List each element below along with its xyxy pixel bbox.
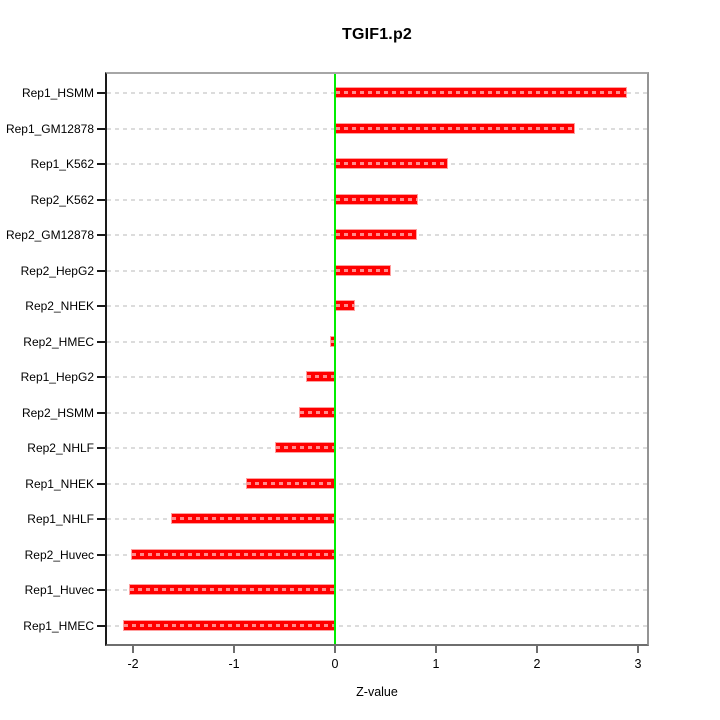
y-tick-label-Rep2_GM12878: Rep2_GM12878 xyxy=(5,228,94,243)
bar-Rep2_NHEK xyxy=(335,300,356,312)
y-tick-label-Rep2_HMEC: Rep2_HMEC xyxy=(23,334,94,349)
gridline xyxy=(107,482,647,485)
y-tick-label-Rep1_GM12878: Rep1_GM12878 xyxy=(5,121,94,136)
y-tick-mark xyxy=(97,589,105,592)
bar-grid-overlay xyxy=(336,91,626,94)
bar-Rep2_HepG2 xyxy=(335,264,391,276)
x-tick-mark xyxy=(334,646,336,653)
x-tick-label--1: -1 xyxy=(228,657,240,671)
bar-grid-overlay xyxy=(247,481,334,485)
bar-Rep2_NHLF xyxy=(275,442,335,454)
y-tick-label-Rep2_NHEK: Rep2_NHEK xyxy=(25,299,94,314)
y-tick-label-Rep1_K562: Rep1_K562 xyxy=(30,157,94,172)
y-tick-mark xyxy=(97,624,105,627)
bar-Rep2_HSMM xyxy=(298,406,335,418)
x-tick-mark xyxy=(637,646,639,653)
gridline xyxy=(107,340,647,343)
bar-Rep1_NHEK xyxy=(246,477,335,489)
bar-grid-overlay xyxy=(336,162,448,166)
y-tick-label-Rep1_Huvec: Rep1_Huvec xyxy=(24,583,94,598)
bar-Rep1_Huvec xyxy=(128,584,335,596)
y-tick-mark xyxy=(97,482,105,485)
gridline xyxy=(107,518,647,521)
bar-Rep1_GM12878 xyxy=(335,122,576,134)
y-tick-mark xyxy=(97,92,105,94)
bar-Rep2_K562 xyxy=(335,193,418,205)
bar-grid-overlay xyxy=(336,233,416,237)
bar-grid-overlay xyxy=(336,268,390,272)
bar-grid-overlay xyxy=(276,446,334,450)
gridline xyxy=(107,376,647,379)
y-tick-mark xyxy=(97,127,105,130)
bar-grid-overlay xyxy=(336,304,355,308)
x-tick-label-0: 0 xyxy=(331,657,339,671)
bar-grid-overlay xyxy=(299,410,334,414)
gridline xyxy=(107,553,647,556)
y-tick-mark xyxy=(97,234,105,237)
x-tick-mark xyxy=(132,646,134,653)
bar-grid-overlay xyxy=(129,588,334,592)
bar-Rep2_Huvec xyxy=(130,548,335,560)
y-tick-label-Rep2_K562: Rep2_K562 xyxy=(30,192,94,207)
y-tick-mark xyxy=(97,553,105,556)
y-tick-label-Rep1_HMEC: Rep1_HMEC xyxy=(23,618,94,633)
bar-Rep1_NHLF xyxy=(171,513,335,525)
y-tick-label-Rep2_HSMM: Rep2_HSMM xyxy=(21,405,94,420)
x-tick-label--2: -2 xyxy=(127,657,139,671)
y-tick-mark xyxy=(97,447,105,450)
x-tick-label-3: 3 xyxy=(634,657,642,671)
y-tick-label-Rep2_HepG2: Rep2_HepG2 xyxy=(20,263,94,278)
y-tick-mark xyxy=(97,163,105,166)
y-tick-label-Rep1_HepG2: Rep1_HepG2 xyxy=(20,370,94,385)
gridline xyxy=(107,624,647,627)
y-tick-label-Rep1_NHEK: Rep1_NHEK xyxy=(25,476,94,491)
bar-Rep1_K562 xyxy=(335,158,449,170)
y-tick-mark xyxy=(97,411,105,414)
bar-grid-overlay xyxy=(123,623,334,627)
y-tick-label-Rep1_HSMM: Rep1_HSMM xyxy=(21,86,94,100)
gridline xyxy=(107,589,647,592)
y-tick-mark xyxy=(97,376,105,379)
bar-grid-overlay xyxy=(131,552,334,556)
y-tick-mark xyxy=(97,340,105,343)
y-tick-mark xyxy=(97,518,105,521)
x-tick-mark xyxy=(435,646,437,653)
x-tick-label-1: 1 xyxy=(432,657,440,671)
y-tick-mark xyxy=(97,269,105,272)
y-tick-mark xyxy=(97,198,105,201)
y-tick-label-Rep2_Huvec: Rep2_Huvec xyxy=(24,547,94,562)
gridline xyxy=(107,447,647,450)
y-tick-label-Rep1_NHLF: Rep1_NHLF xyxy=(27,512,94,527)
x-tick-mark xyxy=(233,646,235,653)
x-tick-mark xyxy=(536,646,538,653)
plot-area xyxy=(105,72,649,646)
gridline xyxy=(107,411,647,414)
bar-grid-overlay xyxy=(172,517,334,521)
bar-grid-overlay xyxy=(330,339,334,343)
x-axis-title: Z-value xyxy=(356,685,398,699)
bar-Rep1_HSMM xyxy=(335,87,627,98)
y-tick-label-Rep2_NHLF: Rep2_NHLF xyxy=(27,441,94,456)
bar-grid-overlay xyxy=(306,375,334,379)
bar-Rep1_HMEC xyxy=(122,619,335,631)
bar-grid-overlay xyxy=(336,197,417,201)
x-tick-label-2: 2 xyxy=(533,657,541,671)
bar-Rep1_HepG2 xyxy=(305,371,335,383)
y-tick-mark xyxy=(97,305,105,308)
bar-Rep2_GM12878 xyxy=(335,229,417,241)
zero-reference-line xyxy=(334,74,336,644)
chart-title: TGIF1.p2 xyxy=(341,26,413,43)
bar-grid-overlay xyxy=(336,126,575,130)
gridline xyxy=(107,305,647,308)
